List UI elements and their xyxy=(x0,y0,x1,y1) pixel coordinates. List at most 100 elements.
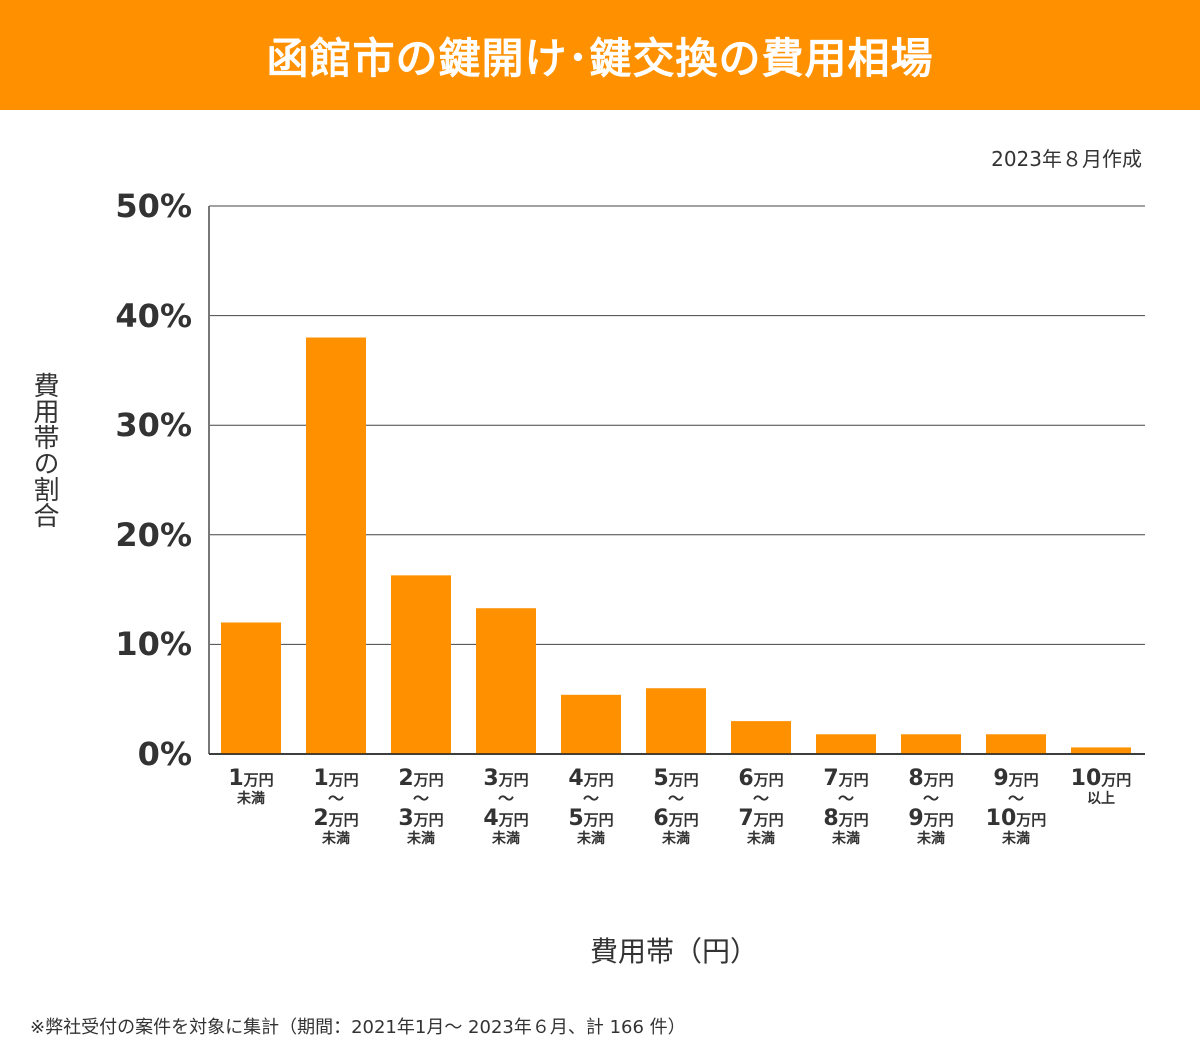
range-from-number: 5 xyxy=(653,766,669,791)
range-to: 7万円 xyxy=(721,808,801,830)
y-tick-label: 50% xyxy=(115,187,192,225)
range-from-unit: 万円 xyxy=(838,771,869,789)
range-tilde: ～ xyxy=(412,789,429,808)
range-to-number: 10 xyxy=(985,806,1017,831)
bar xyxy=(646,688,706,754)
range-suffix: 未満 xyxy=(322,831,350,847)
range-from-unit: 万円 xyxy=(753,771,784,789)
range-to: 3万円 xyxy=(381,808,461,830)
x-tick-label: 1万円～ 2万円 未満 xyxy=(296,766,376,847)
range-from-unit: 万円 xyxy=(498,771,529,789)
range-from-number: 2 xyxy=(398,766,414,791)
range-tilde: ～ xyxy=(1007,789,1024,808)
range-from: 8万円 xyxy=(891,768,971,790)
range-suffix: 未満 xyxy=(577,831,605,847)
range-suffix: 未満 xyxy=(492,831,520,847)
bar xyxy=(986,734,1046,754)
bar xyxy=(561,694,621,754)
range-to-number: 3 xyxy=(398,806,414,831)
range-from-number: 10 xyxy=(1070,766,1102,791)
range-from-number: 8 xyxy=(908,766,924,791)
range-from: 5万円 xyxy=(636,768,716,790)
range-to-unit: 万円 xyxy=(328,811,359,829)
range-from-unit: 万円 xyxy=(923,771,954,789)
bar xyxy=(816,734,876,754)
range-from: 7万円 xyxy=(806,768,886,790)
range-from: 3万円 xyxy=(466,768,546,790)
range-to: 10万円 xyxy=(976,808,1056,830)
range-to: 5万円 xyxy=(551,808,631,830)
created-date: 2023年８月作成 xyxy=(991,147,1142,171)
range-to-unit: 万円 xyxy=(668,811,699,829)
range-from: 6万円 xyxy=(721,768,801,790)
chart-title: 函館市の鍵開け･鍵交換の費用相場 xyxy=(266,33,934,83)
bar xyxy=(731,721,791,754)
range-from-unit: 万円 xyxy=(668,771,699,789)
y-tick-label: 40% xyxy=(115,296,192,335)
y-tick-label: 20% xyxy=(115,515,192,554)
range-from: 4万円 xyxy=(551,768,631,790)
y-tick-label: 10% xyxy=(115,625,192,664)
range-from-number: 3 xyxy=(483,766,499,791)
x-tick-label: 1万円 未満 xyxy=(211,768,291,807)
range-suffix: 未満 xyxy=(832,831,860,847)
range-from-unit: 万円 xyxy=(583,771,614,789)
range-from-unit: 万円 xyxy=(413,771,444,789)
bar xyxy=(476,608,536,754)
range-suffix: 未満 xyxy=(917,831,945,847)
range-to-unit: 万円 xyxy=(1016,811,1047,829)
range-to-unit: 万円 xyxy=(413,811,444,829)
range-to-number: 5 xyxy=(568,806,584,831)
range-tilde: ～ xyxy=(497,789,514,808)
range-from: 1万円 xyxy=(211,768,291,790)
x-tick-label: 3万円～ 4万円 未満 xyxy=(466,768,546,847)
range-to-number: 7 xyxy=(738,806,754,831)
range-to-number: 2 xyxy=(313,806,329,831)
range-from-number: 4 xyxy=(568,766,584,791)
range-from-unit: 万円 xyxy=(243,771,274,789)
bar xyxy=(221,622,281,754)
x-tick-label: 5万円～ 6万円 未満 xyxy=(636,768,716,847)
range-suffix: 未満 xyxy=(237,791,265,807)
x-tick-label: 8万円～ 9万円 未満 xyxy=(891,768,971,847)
range-to-unit: 万円 xyxy=(838,811,869,829)
range-from-number: 1 xyxy=(228,766,244,791)
range-to: 9万円 xyxy=(891,808,971,830)
range-from: 10万円 xyxy=(1061,768,1141,790)
range-to-unit: 万円 xyxy=(753,811,784,829)
footnote: ※弊社受付の案件を対象に集計（期間：2021年1月～ 2023年６月、計 166… xyxy=(30,1017,686,1038)
range-tilde: ～ xyxy=(667,789,684,808)
x-tick-label: 9万円～ 10万円 未満 xyxy=(976,768,1056,847)
range-to-unit: 万円 xyxy=(583,811,614,829)
range-to: 2万円 xyxy=(296,808,376,830)
range-to: 6万円 xyxy=(636,808,716,830)
y-tick-label: 30% xyxy=(115,406,192,445)
x-tick-label: 7万円～ 8万円 未満 xyxy=(806,768,886,847)
range-to-number: 8 xyxy=(823,806,839,831)
x-tick-label: 2万円～ 3万円 未満 xyxy=(381,766,461,847)
range-to-number: 9 xyxy=(908,806,924,831)
range-from-unit: 万円 xyxy=(1008,771,1039,789)
x-tick-label: 6万円～ 7万円 未満 xyxy=(721,768,801,847)
range-to-unit: 万円 xyxy=(923,811,954,829)
range-from-number: 9 xyxy=(993,766,1009,791)
range-tilde: ～ xyxy=(752,789,769,808)
title-banner: 函館市の鍵開け･鍵交換の費用相場 xyxy=(0,0,1200,110)
range-to: 8万円 xyxy=(806,808,886,830)
range-from-unit: 万円 xyxy=(328,771,359,789)
x-tick-label: 10万円 以上 xyxy=(1061,768,1141,807)
y-axis-label: 費用帯の割合 xyxy=(29,372,59,528)
y-tick-label: 0% xyxy=(137,735,192,773)
range-to-number: 4 xyxy=(483,806,499,831)
range-suffix: 未満 xyxy=(407,831,435,847)
range-suffix: 以上 xyxy=(1087,791,1115,807)
x-axis-label: 費用帯（円） xyxy=(590,935,759,968)
range-to-unit: 万円 xyxy=(498,811,529,829)
range-to: 4万円 xyxy=(466,808,546,830)
x-tick-label: 4万円～ 5万円 未満 xyxy=(551,768,631,847)
bar xyxy=(306,337,366,754)
bar xyxy=(1071,747,1131,754)
range-from: 9万円 xyxy=(976,768,1056,790)
range-from-number: 1 xyxy=(313,766,329,791)
